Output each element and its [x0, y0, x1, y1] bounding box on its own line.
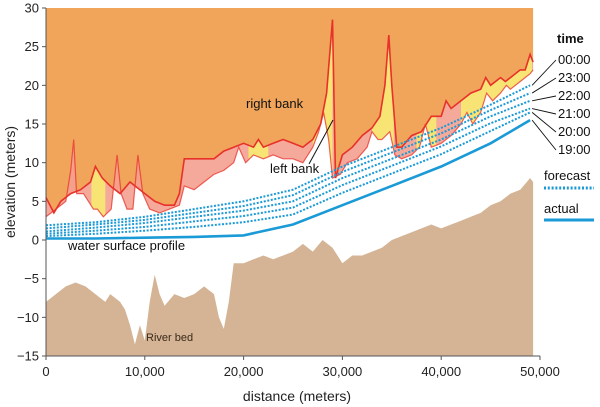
legend-entry-2300: 23:00 — [558, 70, 591, 85]
x-tick-label: 20,000 — [224, 364, 264, 379]
y-tick-label: −10 — [17, 310, 39, 325]
y-tick-label: 25 — [25, 39, 39, 54]
x-tick-label: 50,000 — [520, 364, 560, 379]
y-tick-label: 5 — [32, 194, 39, 209]
plot-area — [46, 8, 534, 356]
x-tick-label: 0 — [42, 364, 49, 379]
annotations: right bank left bank water surface profi… — [67, 96, 334, 344]
river-bed-area — [46, 178, 534, 356]
axes: −15 −10 −5 0 5 10 15 20 25 30 0 10,000 20,000 30,000… — [17, 1, 560, 380]
water-surface-lines — [46, 84, 531, 240]
x-ticks: 0 10,000 20,000 30,000 40,000 50,000 — [42, 356, 560, 379]
right-bank-area — [46, 8, 534, 213]
left-bank-pointer — [308, 119, 334, 165]
legend-actual-label: actual — [544, 201, 579, 216]
river-bed-annotation: River bed — [146, 332, 193, 344]
left-bank-annotation: left bank — [270, 161, 320, 176]
legend-title: time — [557, 31, 584, 46]
legend: time 00:00 23:00 22:00 21:00 20:00 19:00 fore… — [531, 31, 594, 222]
legend-leader-line — [531, 112, 557, 133]
y-tick-label: 0 — [32, 233, 39, 248]
y-tick-label: 10 — [25, 155, 39, 170]
legend-leader-line — [532, 95, 557, 102]
x-tick-label: 40,000 — [421, 364, 461, 379]
legend-leader-line — [532, 108, 557, 115]
y-tick-label: −15 — [17, 349, 39, 364]
legend-leader-line — [531, 59, 557, 86]
left-bank-line — [46, 69, 534, 218]
y-axis-title: elevation (meters) — [2, 126, 18, 238]
y-tick-label: −5 — [24, 271, 39, 286]
legend-entry-2200: 22:00 — [558, 88, 591, 103]
legend-forecast-label: forecast — [544, 168, 591, 183]
water-line-2300 — [46, 92, 531, 230]
water-surface-profile-annotation: water surface profile — [67, 238, 185, 253]
legend-entry-0000: 00:00 — [558, 52, 591, 67]
water-line-0000 — [46, 84, 531, 227]
water-line-2200 — [46, 99, 531, 233]
right-bank-line — [46, 19, 534, 215]
water-line-2000 — [46, 111, 531, 238]
x-axis-title: distance (meters) — [243, 388, 351, 404]
x-tick-label: 10,000 — [125, 364, 165, 379]
right-bank-annotation: right bank — [246, 96, 304, 111]
water-line-2100 — [46, 107, 531, 235]
legend-time-entries: 00:00 23:00 22:00 21:00 20:00 19:00 — [531, 52, 591, 157]
y-tick-label: 15 — [25, 117, 39, 132]
y-tick-label: 20 — [25, 78, 39, 93]
water-line-1900 — [46, 118, 531, 240]
legend-entry-1900: 19:00 — [558, 142, 591, 157]
x-tick-label: 30,000 — [323, 364, 363, 379]
legend-entry-2100: 21:00 — [558, 106, 591, 121]
y-ticks: −15 −10 −5 0 5 10 15 20 25 30 — [17, 1, 46, 364]
y-tick-label: 30 — [25, 1, 39, 16]
legend-entry-2000: 20:00 — [558, 124, 591, 139]
legend-leader-line — [531, 119, 557, 151]
legend-leader-line — [531, 77, 557, 94]
